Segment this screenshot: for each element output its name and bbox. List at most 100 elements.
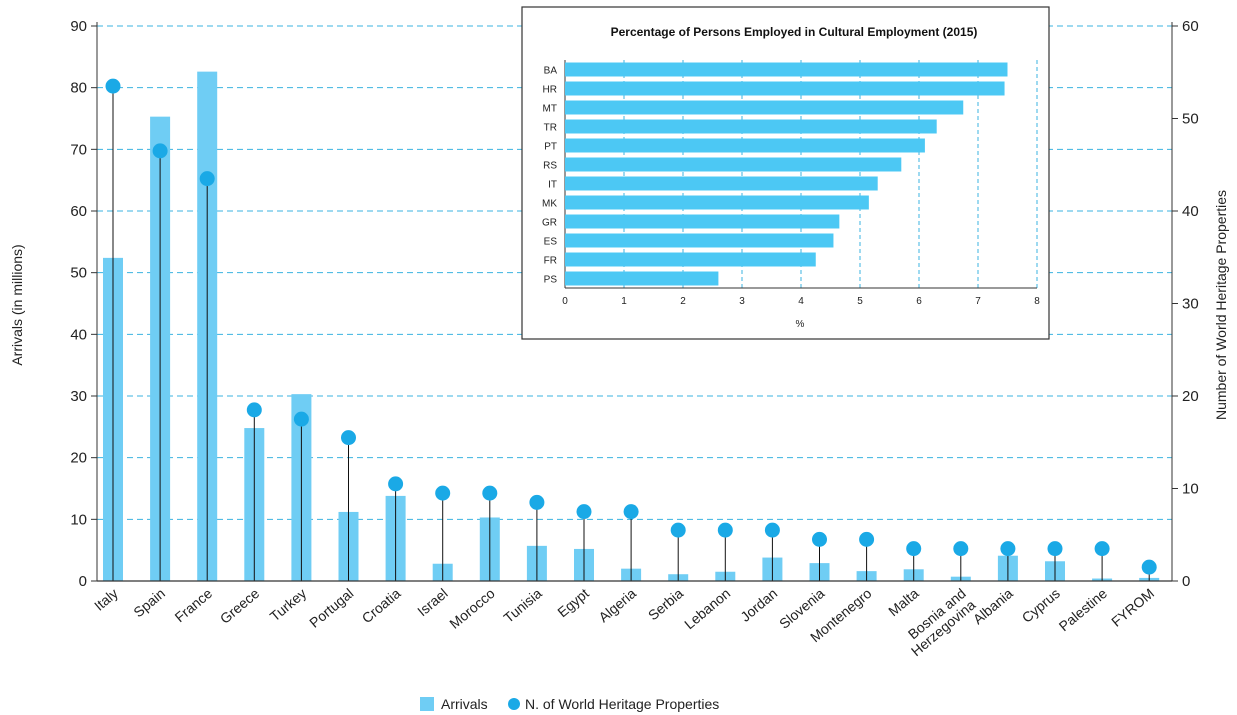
heritage-point <box>341 430 356 446</box>
y-tick-label-right: 20 <box>1182 388 1199 405</box>
y-tick-label-right: 0 <box>1182 573 1190 590</box>
x-tick-label: FYROM <box>1108 585 1157 630</box>
inset-bar <box>565 157 902 172</box>
x-tick-label: Greece <box>217 585 263 627</box>
inset-x-tick-label: 0 <box>562 296 568 307</box>
y-tick-label-right: 10 <box>1182 481 1199 498</box>
heritage-point <box>859 531 875 547</box>
heritage-point <box>1000 541 1016 557</box>
x-tick-label: Egypt <box>554 585 592 620</box>
heritage-point <box>1047 541 1063 557</box>
y-tick-label-left: 90 <box>70 18 87 35</box>
inset-x-tick-label: 6 <box>916 296 922 307</box>
x-tick-label: Turkey <box>267 585 310 624</box>
y-tick-label-left: 30 <box>70 388 87 405</box>
x-tick-label: Tunisia <box>500 585 545 626</box>
inset-bar <box>565 176 878 191</box>
heritage-point <box>482 485 498 501</box>
heritage-point <box>293 411 309 427</box>
inset-frame <box>521 6 1050 340</box>
x-tick-label: Jordan <box>737 585 780 625</box>
inset-y-tick-label: FR <box>544 256 557 267</box>
heritage-point <box>812 531 827 547</box>
inset-bar <box>565 271 719 286</box>
inset-y-tick-label: HR <box>543 85 557 96</box>
legend-arrivals-swatch <box>420 697 434 711</box>
y-tick-label-right: 50 <box>1182 111 1199 128</box>
legend-arrivals-label: Arrivals <box>441 696 488 712</box>
inset-x-tick-label: 3 <box>739 296 745 307</box>
inset-bar <box>565 100 964 115</box>
inset-bar <box>565 214 840 229</box>
heritage-point <box>246 402 262 418</box>
heritage-point <box>199 171 215 187</box>
inset-gridlines <box>564 60 1038 289</box>
y-axis-right-label: Number of World Heritage Properties <box>1213 190 1229 420</box>
legend-heritage-marker <box>508 698 520 710</box>
y-tick-label-right: 60 <box>1182 18 1199 35</box>
x-tick-label: Malta <box>885 585 922 619</box>
inset-x-tick-label: 2 <box>680 296 686 307</box>
inset-x-tick-label: 8 <box>1034 296 1040 307</box>
arrivals-bars <box>103 71 1160 582</box>
heritage-point <box>906 541 922 557</box>
heritage-point <box>388 476 404 492</box>
x-tick-label: Albania <box>970 585 1016 627</box>
inset-bar <box>565 81 1005 96</box>
legend-heritage-label: N. of World Heritage Properties <box>525 696 719 712</box>
inset-y-tick-label: PS <box>544 275 558 286</box>
inset-bar <box>565 138 925 153</box>
heritage-point <box>764 522 780 538</box>
inset-bar <box>565 195 869 210</box>
inset-y-tick-label: RS <box>543 161 557 172</box>
inset-y-tick-label: IT <box>548 180 557 191</box>
heritage-point <box>1141 559 1157 575</box>
inset-bars <box>565 62 1008 286</box>
x-tick-label: Italy <box>91 585 121 614</box>
inset-y-tick-label: GR <box>542 218 557 229</box>
heritage-point <box>670 522 686 538</box>
y-tick-label-right: 40 <box>1182 203 1199 220</box>
inset-x-tick-label: 5 <box>857 296 863 307</box>
x-tick-label: Algeria <box>595 585 639 625</box>
heritage-lollipops <box>105 78 1157 581</box>
y-tick-label-left: 10 <box>70 511 87 528</box>
heritage-point <box>1094 541 1110 557</box>
inset-y-tick-label: MT <box>543 104 557 115</box>
inset-x-tick-label: 1 <box>621 296 627 307</box>
y-tick-label-left: 50 <box>70 265 87 282</box>
y-tick-label-left: 0 <box>79 573 87 590</box>
x-tick-label: Palestine <box>1056 585 1111 634</box>
y-tick-label-left: 60 <box>70 203 87 220</box>
y-tick-label-left: 20 <box>70 450 87 467</box>
heritage-point <box>435 485 451 501</box>
inset-labels: 0 1 2 3 4 5 6 7 8 BA HR MT TR PT RS IT MK GR ES FR PS <box>542 66 1040 308</box>
x-tick-label: France <box>171 585 215 625</box>
x-tick-label: Israel <box>414 585 451 619</box>
inset-bar <box>565 62 1008 77</box>
legend: Arrivals N. of World Heritage Properties <box>420 696 719 712</box>
y-tick-label-left: 80 <box>70 80 87 97</box>
x-tick-label: Croatia <box>359 585 404 626</box>
y-tick-label-left: 70 <box>70 141 87 158</box>
heritage-point <box>105 78 121 94</box>
x-tick-label: Morocco <box>446 585 498 632</box>
heritage-point <box>576 504 592 520</box>
x-tick-label: Lebanon <box>681 585 733 632</box>
heritage-point <box>529 494 545 510</box>
heritage-point <box>717 522 733 538</box>
inset-y-tick-label: TR <box>544 123 557 134</box>
inset-x-tick-label: 7 <box>975 296 981 307</box>
x-tick-label: Spain <box>130 585 168 620</box>
inset-y-tick-label: ES <box>544 237 558 248</box>
inset-bar <box>565 252 816 267</box>
inset-bar <box>565 233 834 248</box>
heritage-point <box>623 504 639 520</box>
heritage-point <box>152 143 168 159</box>
inset-y-tick-label: PT <box>544 142 557 153</box>
inset-x-axis-label: % <box>796 319 805 330</box>
y-axis-left-label: Arrivals (in millions) <box>9 244 25 365</box>
x-tick-label: Cyprus <box>1019 585 1063 626</box>
